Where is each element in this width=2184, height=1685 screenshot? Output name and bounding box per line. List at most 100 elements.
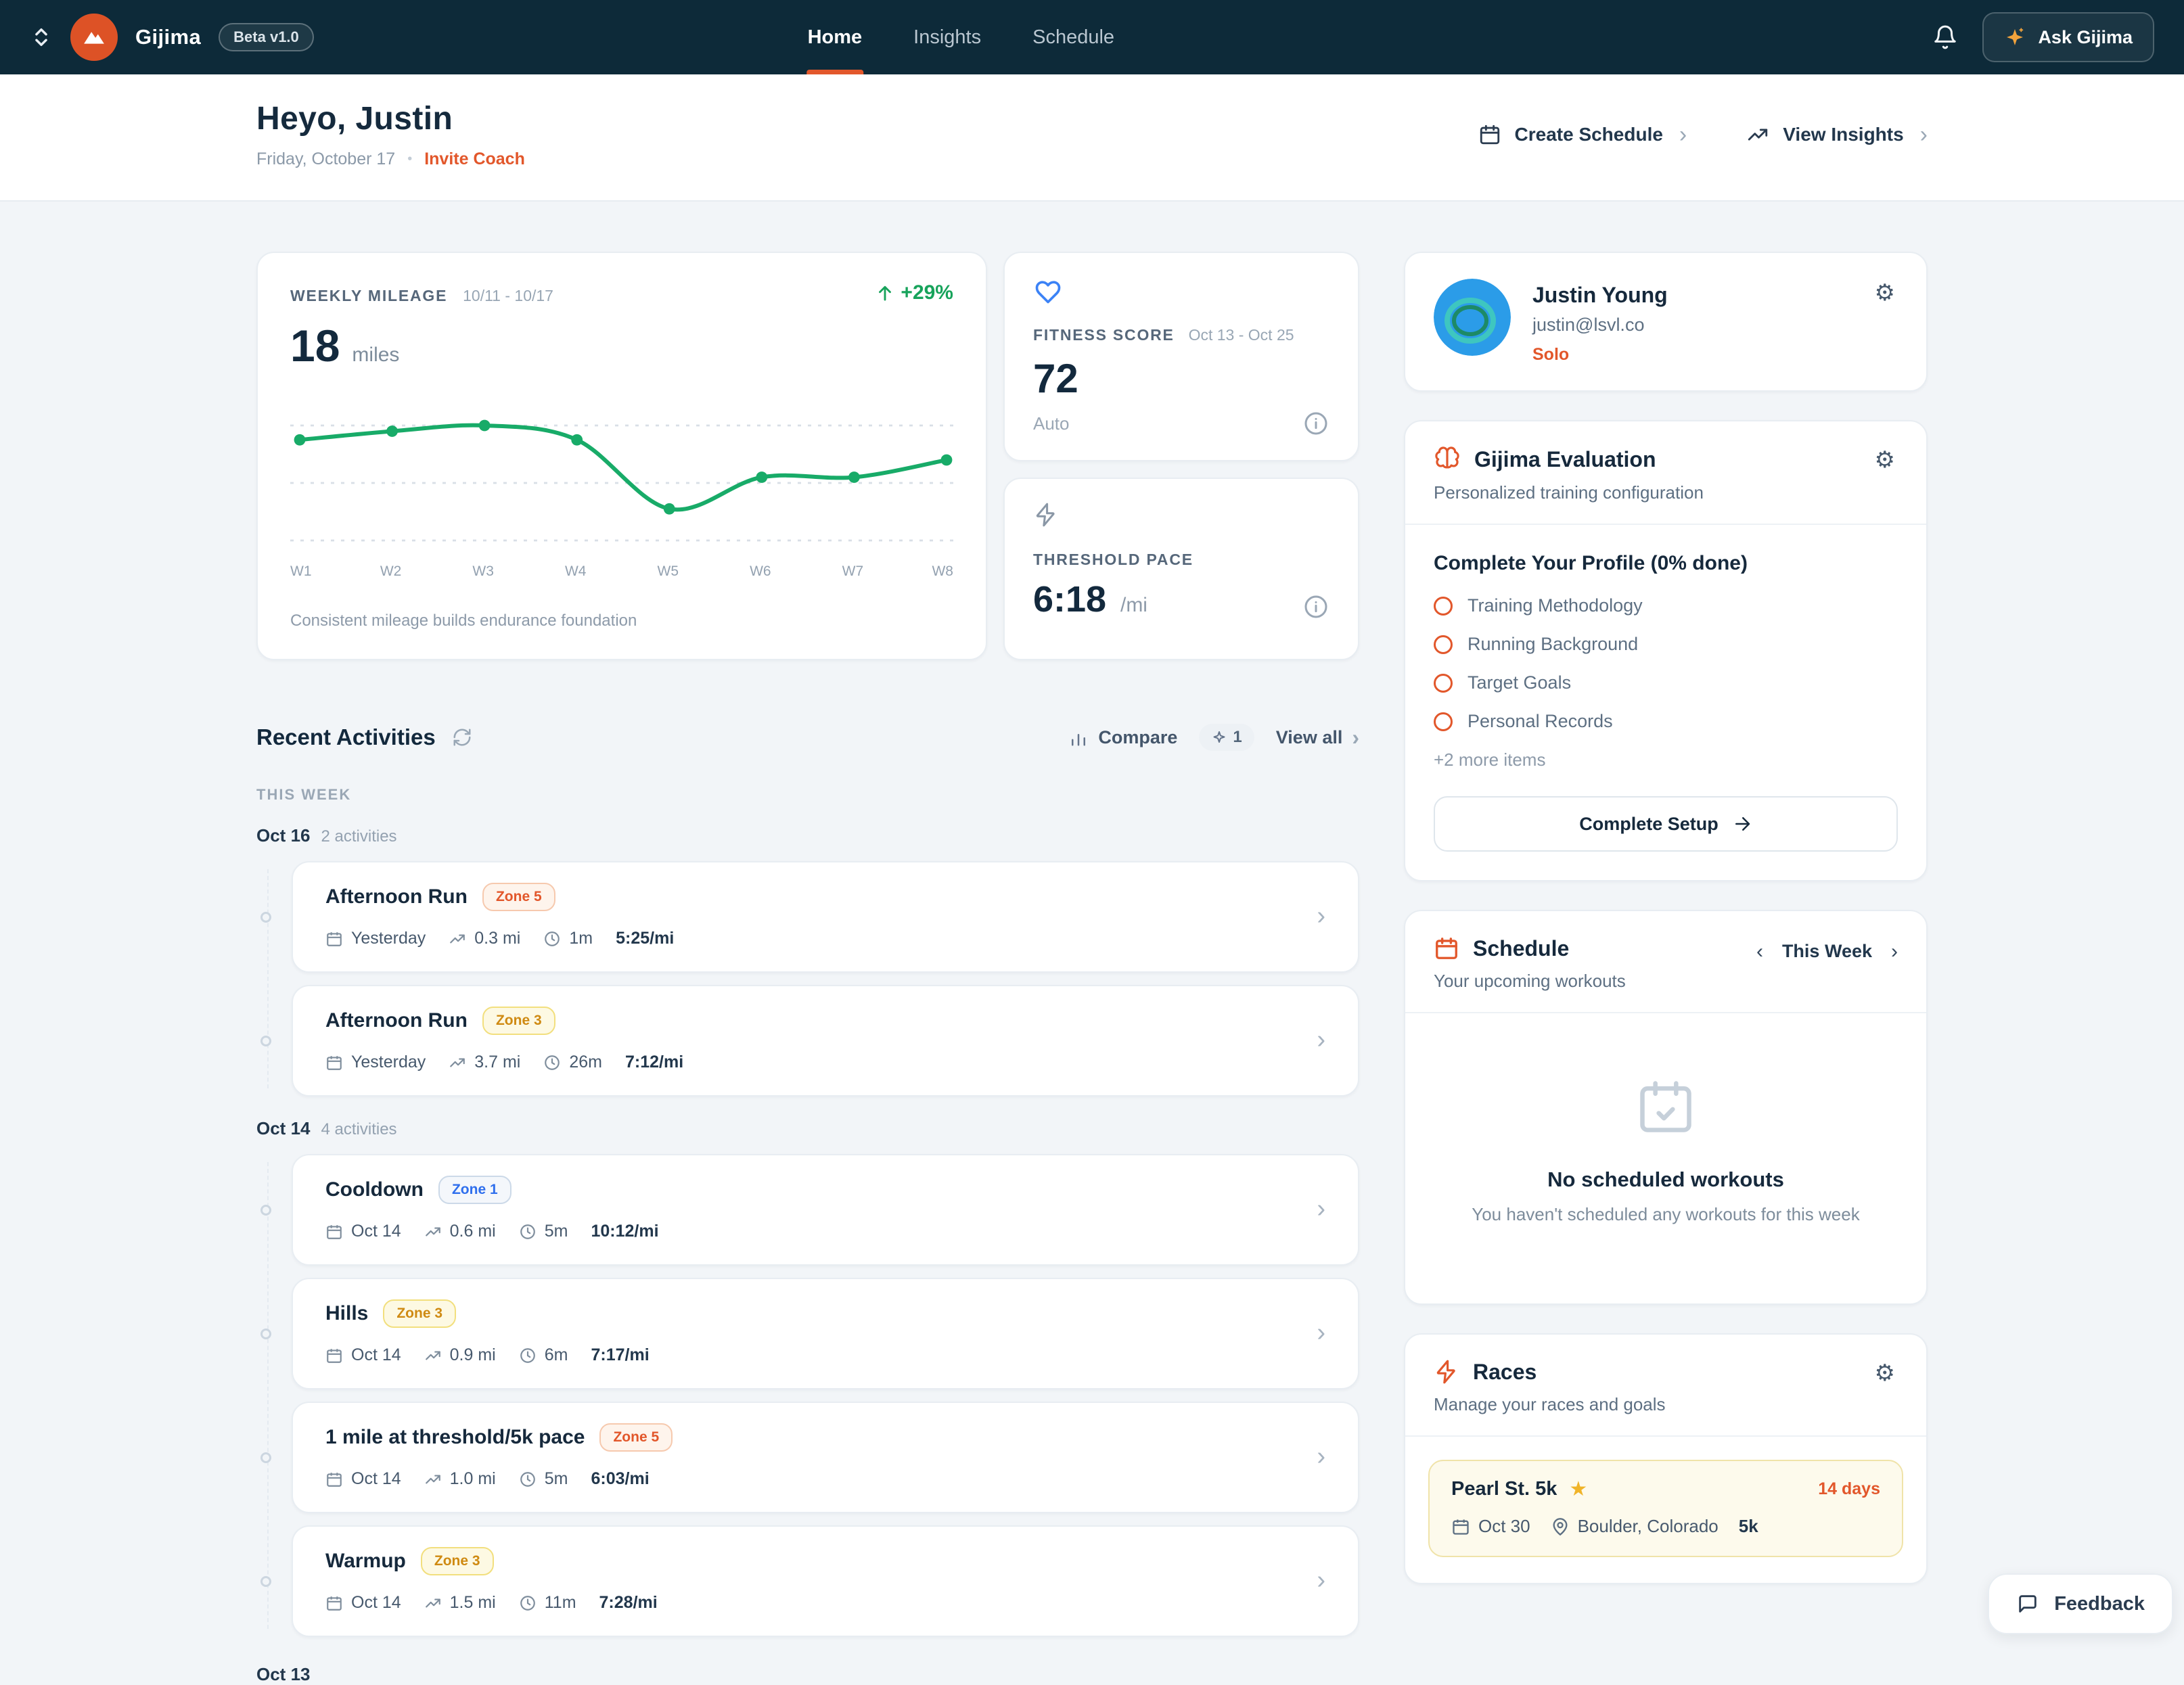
bar-chart-icon (1068, 727, 1089, 747)
clock-icon (519, 1594, 537, 1612)
evaluation-title: Gijima Evaluation (1474, 447, 1656, 472)
activity-name: Warmup (325, 1550, 406, 1573)
activity-card[interactable]: Warmup Zone 3 Oct 14 1.5 mi 11m 7:28/mi … (292, 1525, 1359, 1637)
calendar-icon (1478, 123, 1501, 146)
weekly-mileage-card: WEEKLY MILEAGE 10/11 - 10/17 +29% 18 mil… (256, 252, 987, 660)
speech-bubble-icon (2016, 1592, 2039, 1615)
schedule-subtitle: Your upcoming workouts (1434, 971, 1756, 992)
activity-row: Cooldown Zone 1 Oct 14 0.6 mi 5m 10:12/m… (292, 1154, 1359, 1266)
calendar-check-icon (1635, 1076, 1697, 1138)
races-settings-button[interactable]: ⚙ (1872, 1359, 1898, 1387)
chevron-right-icon: › (1317, 1567, 1325, 1593)
nav-tab-schedule[interactable]: Schedule (1032, 0, 1114, 74)
trending-up-icon (424, 1471, 442, 1488)
evaluation-settings-button[interactable]: ⚙ (1872, 446, 1898, 474)
chevron-right-icon: › (1352, 725, 1359, 750)
profile-completion-heading: Complete Your Profile (0% done) (1434, 552, 1898, 575)
timeline-dot (260, 1329, 271, 1339)
calendar-icon (1451, 1517, 1470, 1536)
create-schedule-button[interactable]: Create Schedule › (1478, 122, 1687, 148)
brand-name: Gijima (135, 25, 201, 49)
chevron-right-icon: › (1317, 1027, 1325, 1053)
weekly-mileage-range: 10/11 - 10/17 (463, 287, 553, 304)
trending-up-icon (424, 1347, 442, 1364)
races-title: Races (1473, 1360, 1537, 1385)
checklist-item: Personal Records (1434, 711, 1898, 732)
zone-badge: Zone 3 (383, 1299, 456, 1328)
calendar-icon (325, 1471, 343, 1488)
circle-icon (1434, 635, 1453, 654)
zone-badge: Zone 3 (421, 1547, 494, 1575)
activity-pace: 5:25/mi (616, 929, 674, 948)
arrow-right-icon (1732, 814, 1752, 834)
activity-name: Cooldown (325, 1178, 424, 1201)
clock-icon (543, 930, 561, 948)
activity-card[interactable]: 1 mile at threshold/5k pace Zone 5 Oct 1… (292, 1402, 1359, 1513)
clock-icon (519, 1347, 537, 1364)
activity-card[interactable]: Cooldown Zone 1 Oct 14 0.6 mi 5m 10:12/m… (292, 1154, 1359, 1266)
star-icon: ★ (1569, 1477, 1587, 1501)
profile-settings-button[interactable]: ⚙ (1872, 279, 1898, 307)
view-insights-button[interactable]: View Insights › (1746, 122, 1928, 148)
activity-row: Warmup Zone 3 Oct 14 1.5 mi 11m 7:28/mi … (292, 1525, 1359, 1637)
view-all-button[interactable]: View all › (1276, 725, 1359, 750)
refresh-button[interactable] (452, 727, 472, 747)
this-week-label: THIS WEEK (256, 786, 1359, 804)
timeline-dot (260, 1452, 271, 1463)
bell-icon (1932, 24, 1958, 50)
activity-row: Afternoon Run Zone 3 Yesterday 3.7 mi 26… (292, 985, 1359, 1097)
calendar-icon (325, 930, 343, 948)
compare-button[interactable]: Compare (1068, 727, 1177, 748)
info-icon[interactable] (1302, 593, 1329, 620)
page-title: Heyo, Justin (256, 100, 525, 137)
activity-card[interactable]: Hills Zone 3 Oct 14 0.9 mi 6m 7:17/mi › (292, 1278, 1359, 1389)
info-icon[interactable] (1302, 410, 1329, 437)
chart-caption: Consistent mileage builds endurance foun… (290, 611, 953, 630)
ai-count-badge[interactable]: 1 (1199, 724, 1254, 751)
ask-gijima-button[interactable]: Ask Gijima (1982, 12, 2154, 62)
notifications-button[interactable] (1932, 24, 1958, 50)
chevron-right-icon: › (1920, 122, 1928, 148)
arrow-up-icon (875, 283, 895, 303)
next-week-button[interactable]: › (1891, 942, 1898, 962)
weekly-mileage-unit: miles (352, 344, 399, 367)
chevron-right-icon: › (1679, 122, 1687, 148)
nav-tab-insights[interactable]: Insights (913, 0, 981, 74)
fitness-score-value: 72 (1033, 355, 1329, 402)
threshold-pace-value: 6:18 (1033, 579, 1106, 620)
zone-badge: Zone 5 (482, 883, 555, 911)
calendar-icon (325, 1347, 343, 1364)
sidebar-collapse-button[interactable] (30, 26, 53, 49)
gijima-logo-icon[interactable] (70, 14, 118, 61)
activity-pace: 10:12/mi (591, 1222, 658, 1241)
checklist-item: Target Goals (1434, 672, 1898, 693)
profile-checklist: Training Methodology Running Background … (1434, 595, 1898, 732)
chevron-right-icon: › (1317, 1320, 1325, 1345)
activity-name: Hills (325, 1302, 368, 1325)
separator-dot: • (407, 152, 412, 167)
chevron-right-icon: › (1317, 1196, 1325, 1222)
profile-email: justin@lsvl.co (1532, 315, 1850, 336)
fitness-score-label: FITNESS SCORE (1033, 326, 1175, 344)
complete-setup-button[interactable]: Complete Setup (1434, 796, 1898, 852)
calendar-icon (325, 1594, 343, 1612)
lightning-icon (1434, 1359, 1459, 1385)
active-tab-indicator (806, 70, 863, 74)
avatar[interactable] (1434, 279, 1511, 356)
activity-name: 1 mile at threshold/5k pace (325, 1426, 585, 1449)
weekly-delta-badge: +29% (875, 281, 953, 304)
top-navbar: Gijima Beta v1.0 Home Insights Schedule … (0, 0, 2184, 74)
race-item[interactable]: Pearl St. 5k ★ 14 days Oct 30 Boulder, C… (1428, 1460, 1903, 1557)
beta-badge: Beta v1.0 (219, 23, 314, 51)
races-subtitle: Manage your races and goals (1434, 1394, 1872, 1415)
gear-icon: ⚙ (1875, 280, 1895, 306)
activity-card[interactable]: Afternoon Run Zone 5 Yesterday 0.3 mi 1m… (292, 861, 1359, 973)
feedback-button[interactable]: Feedback (1988, 1573, 2173, 1634)
activity-card[interactable]: Afternoon Run Zone 3 Yesterday 3.7 mi 26… (292, 985, 1359, 1097)
calendar-icon (1434, 936, 1459, 961)
current-date: Friday, October 17 (256, 149, 395, 169)
nav-tab-home[interactable]: Home (808, 0, 863, 74)
previous-week-button[interactable]: ‹ (1756, 942, 1763, 962)
invite-coach-link[interactable]: Invite Coach (424, 149, 525, 169)
